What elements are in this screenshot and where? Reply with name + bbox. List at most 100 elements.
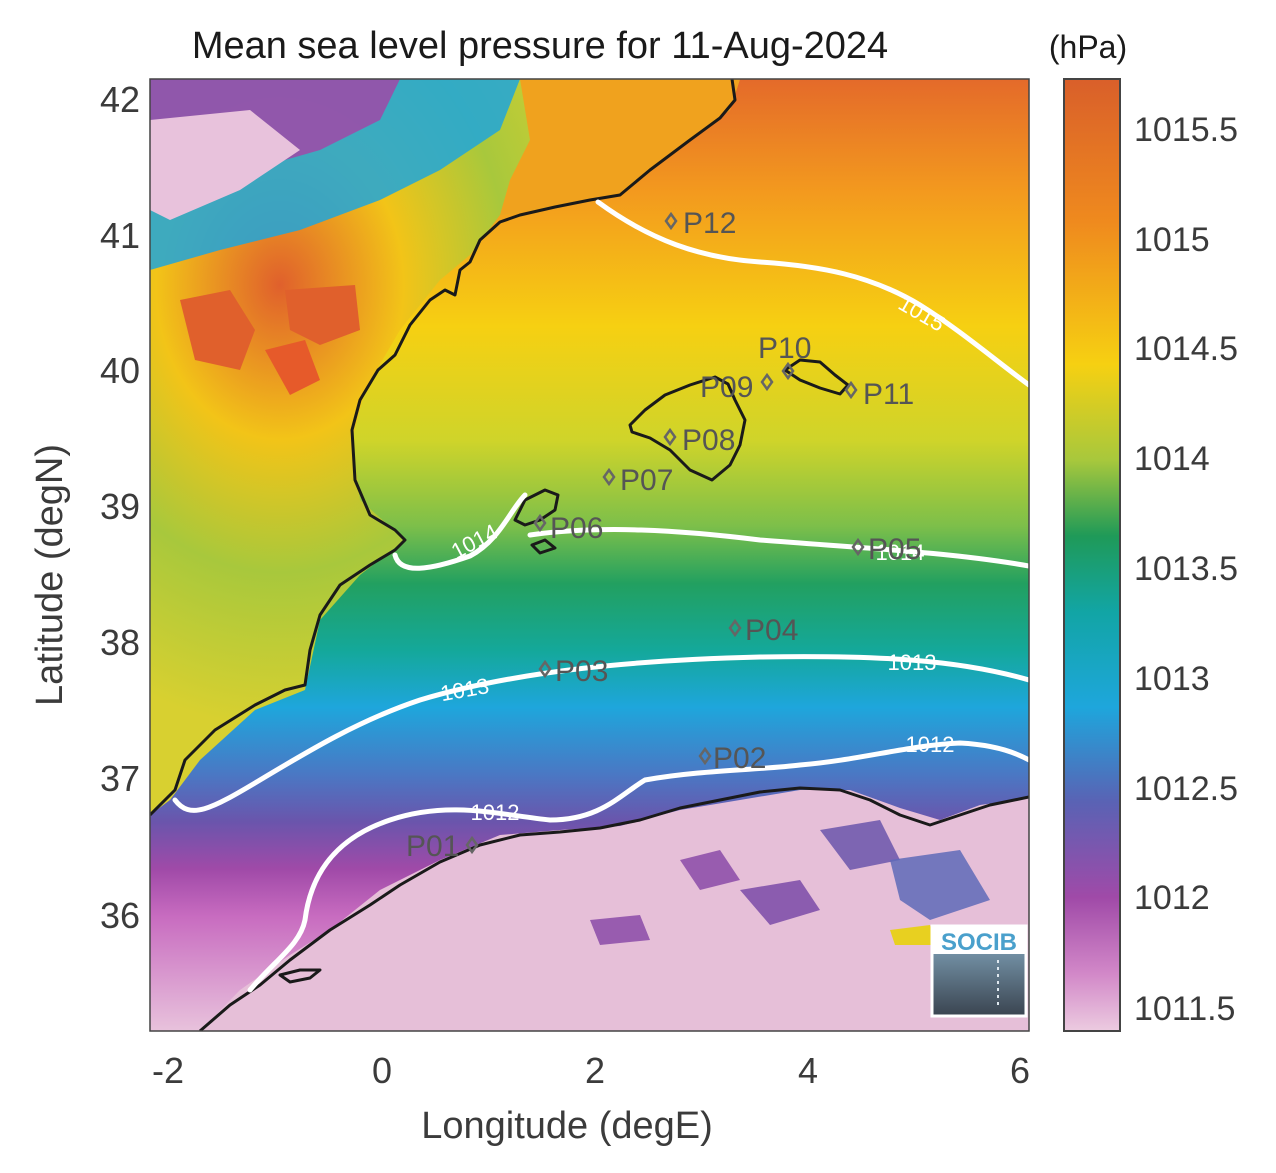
inland-hot-patch-3 — [265, 340, 320, 395]
north-africa-coastline — [199, 786, 1029, 1031]
station-p10[interactable]: P10 — [758, 332, 811, 381]
x-axis-label: Longitude (degE) — [421, 1105, 713, 1147]
y-tick: 37 — [100, 758, 140, 799]
station-label: P08 — [682, 424, 735, 457]
socib-logo: SOCIB — [930, 924, 1028, 1018]
ibiza-coastline — [513, 488, 560, 527]
north-africa-purple-patch-1 — [680, 850, 740, 890]
station-p06[interactable]: P06 — [533, 512, 603, 545]
colorbar-tick: 1014.5 — [1134, 330, 1238, 368]
iberia-highland-pink — [150, 110, 300, 220]
station-marker-icon — [844, 380, 858, 400]
isobar-1015-line — [595, 199, 1029, 388]
station-marker-icon — [465, 835, 479, 855]
colorbar-tick: 1013.5 — [1134, 550, 1238, 588]
map-frame — [149, 78, 1030, 1032]
x-tick: 2 — [585, 1050, 605, 1091]
colorbar-tick: 1013 — [1134, 660, 1210, 698]
north-africa-purple-patch-5 — [590, 915, 650, 945]
isobars — [172, 199, 1029, 993]
iberia-land — [150, 79, 740, 815]
isobar-1013-line — [172, 654, 1029, 813]
north-africa-land — [200, 790, 1029, 1031]
station-label: P01 — [406, 830, 459, 863]
iberia-coastline — [150, 79, 737, 817]
station-label: P05 — [868, 533, 921, 566]
station-p02[interactable]: P02 — [698, 742, 766, 775]
x-tick: 6 — [1010, 1050, 1030, 1091]
station-label: P02 — [713, 742, 766, 775]
colorbar: 1015.5 1015 1014.5 1014 1013.5 1013 1012… — [1063, 78, 1238, 1032]
station-p07[interactable]: P07 — [602, 464, 673, 497]
station-label: P10 — [758, 332, 811, 365]
station-p12[interactable]: P12 — [664, 207, 736, 240]
station-marker-icon — [728, 618, 742, 638]
station-p11[interactable]: P11 — [844, 378, 914, 411]
colorbar-tick: 1012.5 — [1134, 770, 1238, 808]
station-label: P03 — [555, 655, 608, 688]
y-tick: 42 — [100, 79, 140, 120]
x-axis: -2 0 2 4 6 Longitude (degE) — [152, 1050, 1030, 1147]
station-marker-icon — [781, 361, 795, 381]
station-marker-icon — [698, 746, 712, 766]
formentera-coastline — [530, 538, 557, 555]
north-africa-yellow-patch — [890, 925, 935, 945]
inland-hot-patch-2 — [285, 285, 360, 345]
colorbar-tick: 1011.5 — [1134, 990, 1235, 1028]
y-tick: 36 — [100, 895, 140, 936]
station-marker-icon — [602, 467, 616, 487]
colorbar-tick: 1014 — [1134, 440, 1210, 478]
isobar-1014-east-line — [527, 527, 1029, 569]
station-marker-icon — [533, 513, 547, 533]
inland-hot-patch-1 — [180, 290, 255, 370]
isobar-label-1013-east: 1013 — [888, 650, 937, 675]
station-marker-icon — [851, 537, 865, 557]
station-p04[interactable]: P04 — [728, 614, 798, 647]
alboran-island-coastline — [278, 968, 322, 984]
ne-coast-strip — [500, 79, 740, 215]
station-label: P12 — [683, 207, 736, 240]
map-area: 1015 1014 1014 1013 1013 1012 1012 P01 P… — [150, 79, 1029, 1031]
chart-title: Mean sea level pressure for 11-Aug-2024 — [192, 25, 888, 67]
x-tick: 0 — [372, 1050, 392, 1091]
units-label: (hPa) — [1049, 29, 1127, 65]
y-tick: 41 — [100, 215, 140, 256]
station-marker-icon — [538, 659, 552, 679]
station-points: P01 P02 P03 P04 P05 P06 — [406, 207, 921, 863]
station-marker-icon — [663, 427, 677, 447]
x-tick: 4 — [798, 1050, 818, 1091]
y-axis: 42 41 40 39 38 37 36 Latitude (degN) — [29, 79, 140, 936]
isobar-1014-west-line — [392, 492, 528, 571]
mallorca-coastline — [628, 375, 747, 482]
y-axis-label: Latitude (degN) — [29, 444, 71, 706]
station-label: P09 — [700, 371, 753, 404]
coastlines — [150, 79, 1029, 1031]
north-africa-purple-patch-2 — [740, 880, 820, 925]
station-p05[interactable]: P05 — [851, 533, 921, 566]
north-africa-purple-patch-3 — [820, 820, 900, 870]
station-p08[interactable]: P08 — [663, 424, 735, 457]
isobar-label-1014-east: 1014 — [876, 540, 925, 565]
x-tick: -2 — [152, 1050, 184, 1091]
station-marker-icon — [760, 372, 774, 392]
y-tick: 39 — [100, 486, 140, 527]
station-marker-icon — [664, 211, 678, 231]
menorca-coastline — [783, 358, 850, 396]
colorbar-tick: 1015 — [1134, 221, 1210, 259]
isobar-label-1012-west: 1012 — [471, 800, 520, 825]
station-p09[interactable]: P09 — [700, 371, 774, 404]
north-africa-purple-patch-4 — [890, 850, 990, 920]
y-tick: 38 — [100, 622, 140, 663]
station-p01[interactable]: P01 — [406, 830, 479, 863]
logo-text: SOCIB — [941, 929, 1017, 956]
y-tick: 40 — [100, 350, 140, 391]
colorbar-tick: 1015.5 — [1134, 111, 1238, 149]
colorbar-gradient — [1063, 78, 1121, 1032]
colorbar-tick: 1012 — [1134, 879, 1210, 917]
isobar-1012-south-line — [247, 740, 1029, 993]
station-label: P06 — [550, 512, 603, 545]
station-p03[interactable]: P03 — [538, 655, 608, 688]
station-label: P07 — [620, 464, 673, 497]
station-label: P11 — [863, 378, 914, 411]
